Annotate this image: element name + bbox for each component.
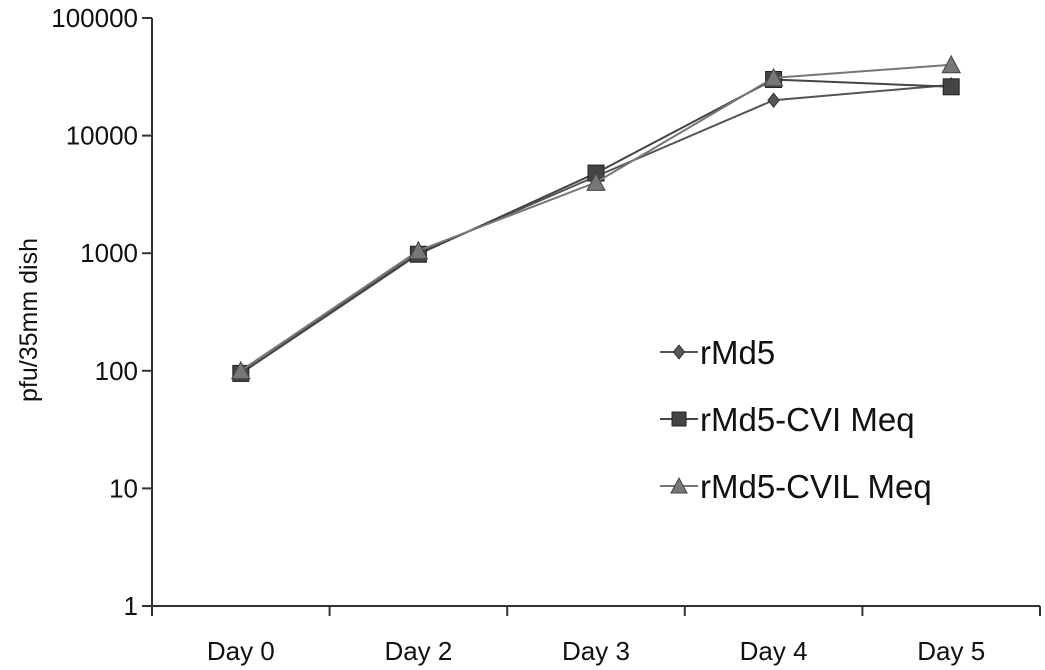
x-tick-label: Day 4 (740, 636, 808, 666)
series-rmd5-cvi-meq (232, 70, 960, 382)
x-tick-label: Day 0 (207, 636, 275, 666)
legend-label: rMd5 (700, 334, 775, 371)
legend-item: rMd5 (660, 334, 775, 371)
legend-label: rMd5-CVIL Meq (700, 468, 932, 505)
y-tick-label: 100000 (51, 3, 138, 33)
y-tick-label: 1 (124, 591, 138, 621)
x-axis-ticks: Day 0 Day 2 Day 3 Day 4 Day 5 (151, 606, 1041, 666)
y-tick-label: 100 (95, 356, 138, 386)
y-tick-label: 10000 (66, 121, 138, 151)
x-tick-label: Day 2 (384, 636, 452, 666)
series-line (240, 78, 952, 375)
series-line (240, 83, 952, 372)
legend-label: rMd5-CVI Meq (700, 401, 915, 438)
legend-marker-triangle (670, 476, 688, 494)
y-axis-ticks: 1 10 100 1000 10000 100000 (51, 3, 152, 621)
y-tick-label: 1000 (80, 238, 138, 268)
series-rmd5-cvil-meq (230, 54, 962, 380)
data-point-square (942, 78, 960, 96)
data-point-triangle (408, 240, 429, 260)
legend-marker-diamond (672, 344, 686, 360)
data-point-triangle (763, 67, 784, 87)
data-point-triangle (230, 360, 251, 380)
legend-item: rMd5-CVIL Meq (660, 468, 932, 505)
y-axis-title: pfu/35mm dish (15, 238, 43, 402)
data-point-triangle (941, 54, 962, 74)
series-layer (230, 54, 962, 382)
series-line (240, 63, 952, 372)
legend: rMd5 rMd5-CVI Meq rMd5-CVIL Meq (660, 334, 932, 505)
data-point-triangle (586, 172, 606, 191)
y-tick-label: 10 (109, 473, 138, 503)
x-tick-label: Day 3 (562, 636, 630, 666)
series-rmd5 (234, 77, 958, 379)
data-point-diamond (767, 92, 780, 108)
chart-axes (151, 18, 1040, 607)
legend-item: rMd5-CVI Meq (660, 401, 915, 438)
x-tick-label: Day 5 (917, 636, 985, 666)
legend-marker-square (671, 411, 687, 427)
